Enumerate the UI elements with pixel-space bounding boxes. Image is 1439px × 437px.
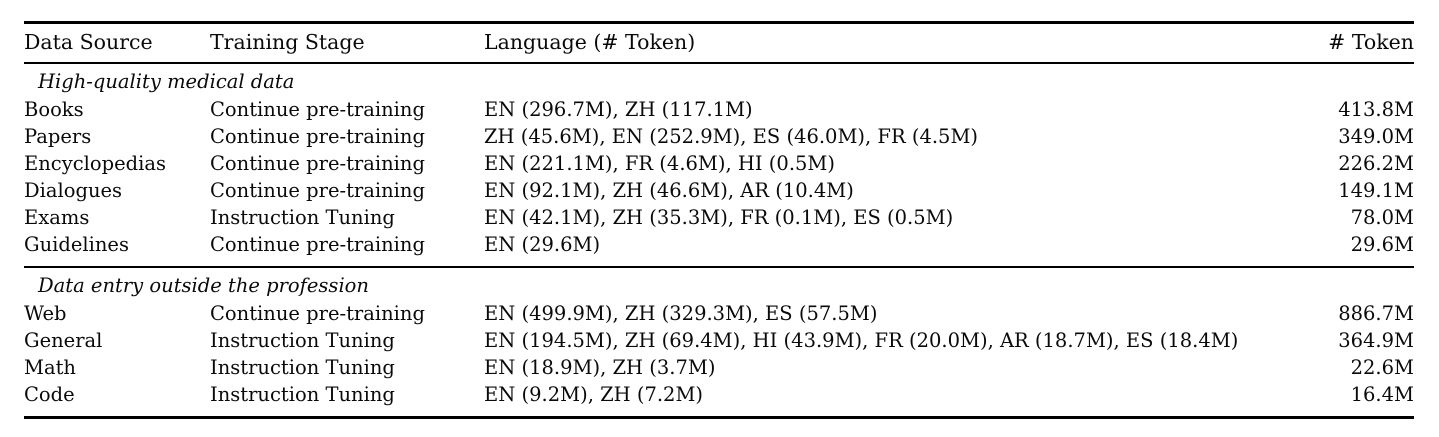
data-composition-table-wrap: Data Source Training Stage Language (# T… <box>24 21 1414 419</box>
table-row: Web Continue pre-training EN (499.9M), ZH … <box>24 300 1414 327</box>
header-row: Data Source Training Stage Language (# T… <box>24 22 1414 64</box>
cell-data-source: Encyclopedias <box>24 152 167 175</box>
table-section: Data entry outside the profession Web Cont… <box>24 267 1414 418</box>
header-language-tokens: Language (# Token) <box>484 22 1304 64</box>
cell-token-total: 886.7M <box>1338 302 1414 325</box>
table-row: Math Instruction Tuning EN (18.9M), ZH (3.… <box>24 354 1414 381</box>
cell-token-total: 364.9M <box>1338 329 1414 352</box>
cell-language-tokens: EN (92.1M), ZH (46.6M), AR (10.4M) <box>484 179 854 202</box>
cell-training-stage: Continue pre-training <box>210 233 425 256</box>
cell-training-stage: Continue pre-training <box>210 152 425 175</box>
cell-language-tokens: EN (499.9M), ZH (329.3M), ES (57.5M) <box>484 302 878 325</box>
table-row: Books Continue pre-training EN (296.7M), Z… <box>24 96 1414 123</box>
cell-training-stage: Continue pre-training <box>210 125 425 148</box>
table-row: Papers Continue pre-training ZH (45.6M), E… <box>24 123 1414 150</box>
cell-language-tokens: EN (194.5M), ZH (69.4M), HI (43.9M), FR … <box>484 329 1239 352</box>
cell-token-total: 29.6M <box>1350 233 1414 256</box>
cell-token-total: 149.1M <box>1338 179 1414 202</box>
table-section: High-quality medical data Books Continue p… <box>24 63 1414 267</box>
cell-language-tokens: EN (42.1M), ZH (35.3M), FR (0.1M), ES (0… <box>484 206 954 229</box>
table-row: Guidelines Continue pre-training EN (29.6M… <box>24 231 1414 267</box>
table-header: Data Source Training Stage Language (# T… <box>24 22 1414 64</box>
header-data-source: Data Source <box>24 22 210 64</box>
cell-data-source: Guidelines <box>24 233 129 256</box>
cell-language-tokens: EN (221.1M), FR (4.6M), HI (0.5M) <box>484 152 835 175</box>
cell-token-total: 78.0M <box>1350 206 1414 229</box>
data-table: Data Source Training Stage Language (# T… <box>24 21 1414 419</box>
cell-language-tokens: EN (18.9M), ZH (3.7M) <box>484 356 716 379</box>
cell-training-stage: Instruction Tuning <box>210 329 395 352</box>
cell-data-source: Exams <box>24 206 90 229</box>
cell-data-source: General <box>24 329 103 352</box>
cell-data-source: Web <box>24 302 67 325</box>
cell-data-source: Books <box>24 98 84 121</box>
cell-language-tokens: EN (296.7M), ZH (117.1M) <box>484 98 753 121</box>
table-row: Exams Instruction Tuning EN (42.1M), ZH (3… <box>24 204 1414 231</box>
cell-training-stage: Continue pre-training <box>210 179 425 202</box>
cell-training-stage: Instruction Tuning <box>210 206 395 229</box>
cell-token-total: 22.6M <box>1350 356 1414 379</box>
cell-language-tokens: EN (29.6M) <box>484 233 601 256</box>
table-row: Code Instruction Tuning EN (9.2M), ZH (7.2… <box>24 381 1414 418</box>
header-training-stage: Training Stage <box>210 22 484 64</box>
table-row: General Instruction Tuning EN (194.5M), ZH… <box>24 327 1414 354</box>
cell-training-stage: Continue pre-training <box>210 302 425 325</box>
cell-training-stage: Continue pre-training <box>210 98 425 121</box>
section-title-row: High-quality medical data <box>24 63 1414 96</box>
cell-training-stage: Instruction Tuning <box>210 356 395 379</box>
section-title: High-quality medical data <box>38 70 295 93</box>
cell-training-stage: Instruction Tuning <box>210 383 395 406</box>
cell-data-source: Papers <box>24 125 92 148</box>
table-row: Encyclopedias Continue pre-training EN (22… <box>24 150 1414 177</box>
cell-token-total: 16.4M <box>1350 383 1414 406</box>
cell-data-source: Dialogues <box>24 179 123 202</box>
cell-language-tokens: ZH (45.6M), EN (252.9M), ES (46.0M), FR … <box>484 125 979 148</box>
section-title: Data entry outside the profession <box>38 274 369 297</box>
cell-data-source: Code <box>24 383 75 406</box>
cell-data-source: Math <box>24 356 76 379</box>
cell-language-tokens: EN (9.2M), ZH (7.2M) <box>484 383 704 406</box>
cell-token-total: 413.8M <box>1338 98 1414 121</box>
cell-token-total: 226.2M <box>1338 152 1414 175</box>
section-title-row: Data entry outside the profession <box>24 267 1414 300</box>
header-token-total: # Token <box>1304 22 1414 64</box>
table-row: Dialogues Continue pre-training EN (92.1M)… <box>24 177 1414 204</box>
cell-token-total: 349.0M <box>1338 125 1414 148</box>
